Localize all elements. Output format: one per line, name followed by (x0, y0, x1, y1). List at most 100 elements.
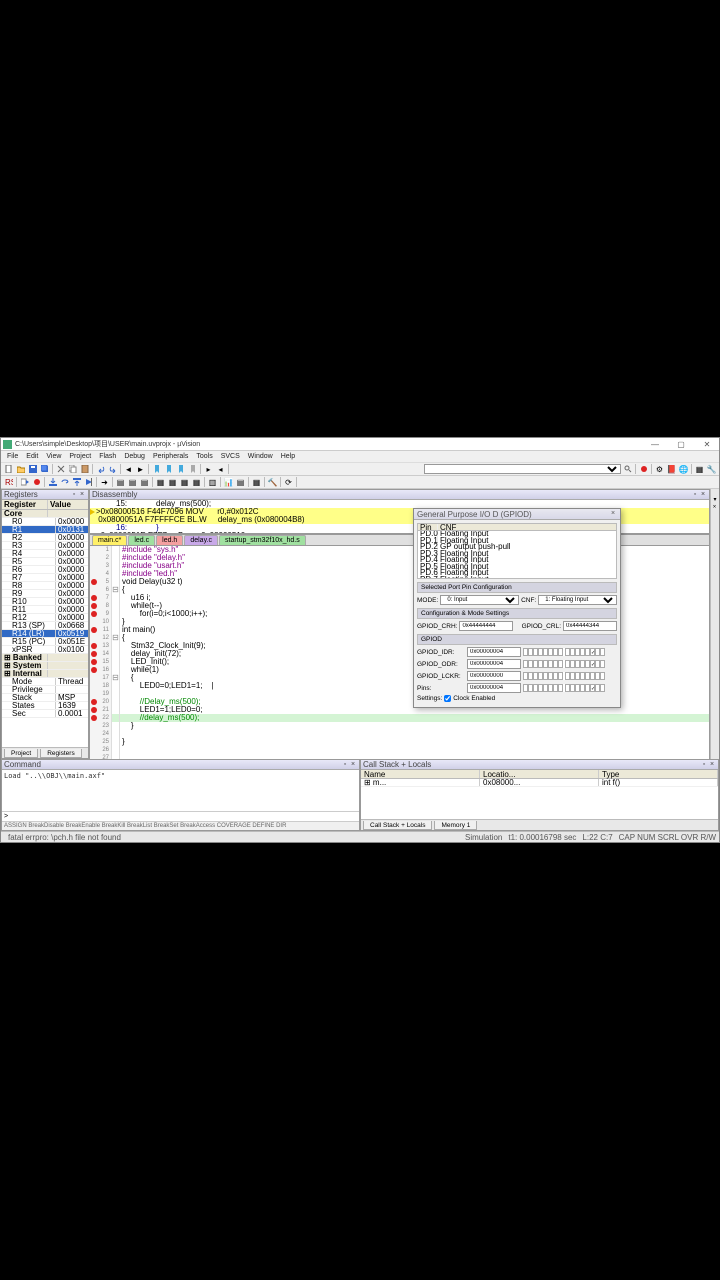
menu-flash[interactable]: Flash (95, 451, 120, 462)
bit-checkbox[interactable] (600, 648, 605, 656)
editor-line[interactable]: 22 //delay_ms(500); (90, 714, 709, 722)
command-body[interactable]: Load "..\\OBJ\\main.axf" (2, 770, 359, 811)
command-window-icon[interactable]: ▤ (115, 477, 126, 488)
serial-window-icon[interactable]: ▥ (207, 477, 218, 488)
gpio-pins-bits[interactable]: ✓ (523, 684, 605, 692)
menu-help[interactable]: Help (277, 451, 299, 462)
editor-tab[interactable]: main.c* (92, 535, 127, 545)
paste-icon[interactable] (79, 464, 90, 475)
editor-line[interactable]: 23 } (90, 722, 709, 730)
run-to-cursor-icon[interactable] (83, 477, 94, 488)
reset-icon[interactable]: RST (3, 477, 14, 488)
gpio-odr-input[interactable] (467, 659, 521, 669)
gpio-idr-bits[interactable]: ✓ (523, 648, 605, 656)
undo-icon[interactable] (95, 464, 106, 475)
step-over-icon[interactable] (59, 477, 70, 488)
books-icon[interactable]: 📕 (666, 464, 677, 475)
bit-checkbox[interactable] (600, 672, 605, 680)
analysis-window-icon[interactable]: 📊 (223, 477, 234, 488)
update-windows-icon[interactable]: ⟳ (283, 477, 294, 488)
register-row[interactable]: Sec0.0001 (2, 710, 88, 718)
stop-icon[interactable] (31, 477, 42, 488)
side-tab-close-icon[interactable]: ▾ × (712, 493, 719, 514)
disasm-window-icon[interactable]: ▤ (127, 477, 138, 488)
step-out-icon[interactable] (71, 477, 82, 488)
menu-view[interactable]: View (42, 451, 65, 462)
save-all-icon[interactable] (39, 464, 50, 475)
system-viewer-icon[interactable]: ▦ (251, 477, 262, 488)
run-icon[interactable] (19, 477, 30, 488)
toolbox-icon[interactable]: 🔨 (267, 477, 278, 488)
callstack-window-icon[interactable]: ▦ (167, 477, 178, 488)
editor-tab[interactable]: startup_stm32f10x_hd.s (219, 535, 306, 545)
gpio-cnf-select[interactable]: 1: Floating Input (538, 595, 617, 605)
config-icon[interactable]: ⚙ (654, 464, 665, 475)
symbols-window-icon[interactable]: ▤ (139, 477, 150, 488)
gpio-lckr-bits[interactable] (523, 672, 605, 680)
bit-checkbox[interactable] (600, 660, 605, 668)
registers-pin-icon[interactable]: ▫ (70, 491, 78, 499)
tab-project[interactable]: Project (4, 749, 38, 758)
locals-close-icon[interactable]: × (708, 761, 716, 769)
gpio-odr-bits[interactable]: ✓ (523, 660, 605, 668)
back-icon[interactable]: ◄ (123, 464, 134, 475)
bookmark-clear-icon[interactable] (187, 464, 198, 475)
gpio-close-icon[interactable]: × (609, 510, 617, 518)
editor-tab[interactable]: led.h (156, 535, 183, 545)
trace-window-icon[interactable]: ▤ (235, 477, 246, 488)
command-input[interactable] (10, 812, 359, 821)
redo-icon[interactable] (107, 464, 118, 475)
gpio-lckr-input[interactable] (467, 671, 521, 681)
find-combo[interactable] (424, 464, 622, 474)
show-statement-icon[interactable]: ➜ (99, 477, 110, 488)
editor-line[interactable]: 24 (90, 730, 709, 738)
find-icon[interactable] (622, 464, 633, 475)
gpio-idr-input[interactable] (467, 647, 521, 657)
menu-edit[interactable]: Edit (22, 451, 42, 462)
outdent-icon[interactable]: ◂ (215, 464, 226, 475)
gpio-mode-select[interactable]: 0: Input (440, 595, 519, 605)
tab-registers[interactable]: Registers (40, 749, 81, 758)
window-icon[interactable]: ▦ (694, 464, 705, 475)
gpio-pin-list[interactable]: PD.0Floating InputPD.1Floating InputPD.2… (417, 531, 617, 579)
menu-debug[interactable]: Debug (120, 451, 149, 462)
bookmark-next-icon[interactable] (175, 464, 186, 475)
save-icon[interactable] (27, 464, 38, 475)
editor-tab[interactable]: delay.c (184, 535, 218, 545)
memory-window-icon[interactable]: ▦ (191, 477, 202, 488)
registers-window-icon[interactable]: ▦ (155, 477, 166, 488)
menu-peripherals[interactable]: Peripherals (149, 451, 192, 462)
open-file-icon[interactable] (15, 464, 26, 475)
bit-checkbox[interactable] (600, 684, 605, 692)
menu-tools[interactable]: Tools (192, 451, 216, 462)
indent-icon[interactable]: ▸ (203, 464, 214, 475)
disasm-close-icon[interactable]: × (699, 491, 707, 499)
gpio-pins-input[interactable] (467, 683, 521, 693)
close-button[interactable]: ✕ (697, 439, 717, 449)
minimize-button[interactable]: — (645, 439, 665, 449)
locals-pin-icon[interactable]: ▫ (700, 761, 708, 769)
editor-line[interactable]: 27 (90, 754, 709, 759)
gpio-crh-input[interactable] (459, 621, 513, 631)
editor-line[interactable]: 26 (90, 746, 709, 754)
cut-icon[interactable] (55, 464, 66, 475)
registers-close-icon[interactable]: × (78, 491, 86, 499)
bookmark-prev-icon[interactable] (163, 464, 174, 475)
bookmark-icon[interactable] (151, 464, 162, 475)
reg-core-node[interactable]: Core (2, 510, 48, 517)
menu-svcs[interactable]: SVCS (217, 451, 244, 462)
step-in-icon[interactable] (47, 477, 58, 488)
help-icon[interactable]: 🌐 (678, 464, 689, 475)
command-pin-icon[interactable]: ▫ (341, 761, 349, 769)
gpio-crl-input[interactable] (563, 621, 617, 631)
debug-icon[interactable] (638, 464, 649, 475)
watch-window-icon[interactable]: ▦ (179, 477, 190, 488)
new-file-icon[interactable] (3, 464, 14, 475)
copy-icon[interactable] (67, 464, 78, 475)
locals-row[interactable]: ⊞ m... 0x08000... int f() (361, 779, 718, 787)
command-close-icon[interactable]: × (349, 761, 357, 769)
gpio-pin-row[interactable]: PD.7Floating Input (418, 577, 616, 580)
editor-line[interactable]: 25} (90, 738, 709, 746)
tab-callstack[interactable]: Call Stack + Locals (363, 821, 432, 830)
maximize-button[interactable]: ▢ (671, 439, 691, 449)
